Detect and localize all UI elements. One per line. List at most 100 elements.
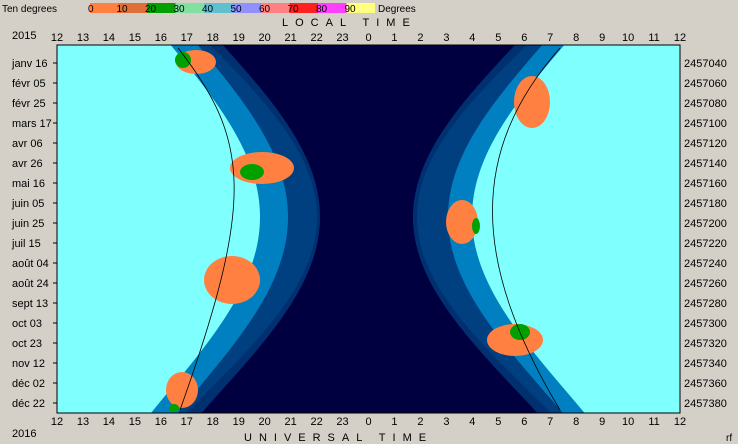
date-tick-label: déc 22 [12, 398, 45, 410]
julian-day-tick-label: 2457080 [684, 98, 727, 110]
date-tick-label: juil 15 [11, 238, 41, 250]
date-tick-label: juin 05 [11, 198, 44, 210]
julian-day-tick-label: 2457040 [684, 58, 727, 70]
hour-tick-label: 12 [51, 416, 63, 428]
legend-left-label: Ten degrees [2, 4, 57, 15]
legend-swatch [90, 3, 119, 13]
julian-day-tick-label: 2457220 [684, 238, 727, 250]
legend-tick-label: 50 [231, 4, 243, 15]
julian-day-tick-label: 2457060 [684, 78, 727, 90]
legend-tick-label: 40 [202, 4, 214, 15]
hour-tick-label: 0 [365, 416, 371, 428]
hour-tick-label: 5 [495, 32, 501, 44]
object-visibility-region [169, 404, 179, 412]
hour-tick-label: 20 [259, 416, 271, 428]
hour-tick-label: 6 [521, 416, 527, 428]
date-tick-label: avr 06 [12, 138, 43, 150]
julian-day-tick-label: 2457300 [684, 318, 727, 330]
top-hour-ticks: 12 13 14 15 16 17 18 19 20 21 22 23 0 1 2 3 4 5 6 7 8 9 10 11 12 [51, 32, 686, 44]
hour-tick-label: 21 [285, 32, 297, 44]
universal-time-label: UNIVERSAL TIME [244, 432, 433, 444]
legend-swatch [318, 3, 347, 13]
hour-tick-label: 9 [599, 416, 605, 428]
hour-tick-label: 23 [336, 416, 348, 428]
date-tick-label: nov 12 [12, 358, 45, 370]
legend-swatch [118, 3, 147, 13]
night-band [201, 45, 538, 413]
hour-tick-label: 1 [391, 416, 397, 428]
legend-tick-label: 10 [117, 4, 129, 15]
hour-tick-label: 2 [417, 32, 423, 44]
hour-tick-label: 11 [648, 32, 659, 44]
bottom-hour-ticks: 12 13 14 15 16 17 18 19 20 21 22 23 0 1 2 3 4 5 6 7 8 9 10 11 12 [51, 416, 686, 428]
date-tick-label: déc 02 [12, 378, 45, 390]
date-tick-label: avr 26 [12, 158, 43, 170]
legend-swatch [147, 3, 176, 13]
hour-tick-label: 3 [443, 416, 449, 428]
hour-tick-label: 20 [259, 32, 271, 44]
julian-day-tick-label: 2457180 [684, 198, 727, 210]
legend-tick-label: 0 [88, 4, 94, 15]
hour-tick-label: 18 [207, 32, 219, 44]
hour-tick-label: 15 [129, 416, 141, 428]
date-labels: janv 16 févr 05 févr 25 mars 17 avr 06 avr 26… [11, 58, 57, 410]
object-visibility-region [472, 218, 480, 234]
legend-tick-label: 90 [345, 4, 357, 15]
legend-swatch [175, 3, 204, 13]
hour-tick-label: 19 [233, 32, 245, 44]
julian-day-tick-label: 2457280 [684, 298, 727, 310]
hour-tick-label: 8 [573, 32, 579, 44]
julian-day-tick-label: 2457120 [684, 138, 727, 150]
date-tick-label: janv 16 [11, 58, 47, 70]
object-visibility-region [166, 372, 198, 408]
hour-tick-label: 11 [648, 416, 659, 428]
object-visibility-region [204, 256, 260, 304]
date-tick-label: oct 03 [12, 318, 42, 330]
legend-swatch [346, 3, 375, 13]
date-tick-label: oct 23 [12, 338, 42, 350]
julian-day-tick-label: 2457240 [684, 258, 727, 270]
legend-right-label: Degrees [378, 4, 416, 15]
date-tick-label: août 04 [12, 258, 49, 270]
date-tick-label: févr 05 [12, 78, 46, 90]
hour-tick-label: 17 [181, 416, 193, 428]
date-tick-label: sept 13 [12, 298, 48, 310]
date-tick-label: févr 25 [12, 98, 46, 110]
legend-tick-label: 20 [145, 4, 157, 15]
hour-tick-label: 10 [622, 416, 634, 428]
hour-tick-label: 10 [622, 32, 634, 44]
hour-tick-label: 8 [573, 416, 579, 428]
hour-tick-label: 13 [77, 416, 89, 428]
legend-tick-label: 60 [259, 4, 271, 15]
julian-day-tick-label: 2457260 [684, 278, 727, 290]
hour-tick-label: 14 [103, 416, 115, 428]
hour-tick-label: 12 [51, 32, 63, 44]
hour-tick-label: 16 [155, 32, 167, 44]
legend-tick-label: 70 [288, 4, 300, 15]
hour-tick-label: 17 [181, 32, 193, 44]
hour-tick-label: 14 [103, 32, 115, 44]
hour-tick-label: 19 [233, 416, 245, 428]
julian-day-tick-label: 2457340 [684, 358, 727, 370]
hour-tick-label: 12 [674, 32, 686, 44]
julian-day-labels: 2457040 2457060 2457080 2457100 2457120 24571… [684, 58, 727, 410]
julian-day-tick-label: 2457320 [684, 338, 727, 350]
date-tick-label: juin 25 [11, 218, 44, 230]
legend-swatch [204, 3, 233, 13]
hour-tick-label: 12 [674, 416, 686, 428]
hour-tick-label: 22 [310, 416, 322, 428]
hour-tick-label: 2 [417, 416, 423, 428]
legend-tick-label: 80 [316, 4, 328, 15]
object-track-line [177, 47, 235, 411]
julian-day-tick-label: 2457360 [684, 378, 727, 390]
hour-tick-label: 21 [285, 416, 297, 428]
legend-tick-label: 30 [174, 4, 186, 15]
object-visibility-region [514, 76, 550, 128]
object-visibility-region [446, 200, 478, 244]
hour-tick-label: 7 [547, 32, 553, 44]
hour-tick-label: 22 [310, 32, 322, 44]
hour-tick-label: 1 [391, 32, 397, 44]
hour-tick-label: 6 [521, 32, 527, 44]
hour-tick-label: 13 [77, 32, 89, 44]
hour-tick-label: 9 [599, 32, 605, 44]
